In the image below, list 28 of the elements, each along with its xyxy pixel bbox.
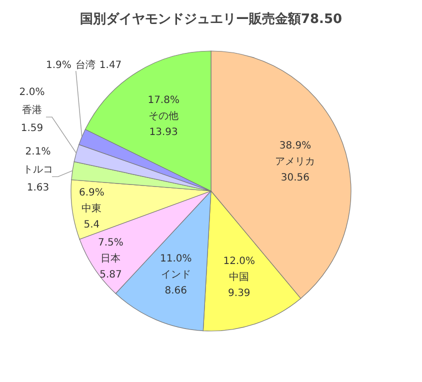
- slice-label: その他: [148, 110, 179, 122]
- slice-label: 台湾: [75, 59, 96, 71]
- slice-label: 中東: [82, 202, 102, 214]
- slice-label: 日本: [100, 252, 121, 265]
- data-label: 5.4: [84, 219, 100, 230]
- slice-label: 中国: [229, 271, 250, 284]
- text: 7.5%: [98, 238, 124, 249]
- slice-label: 香港: [22, 104, 42, 116]
- data-label: 1.47: [99, 60, 122, 71]
- chart-title: 国別ダイヤモンドジュエリー販売金額78.50: [80, 11, 342, 27]
- data-label: 13.93: [149, 126, 178, 138]
- text: 38.9%: [279, 140, 312, 152]
- slice-label: トルコ: [23, 164, 53, 176]
- text: 1.9%: [46, 60, 72, 71]
- slice-label: インド: [160, 269, 191, 280]
- text: 2.1%: [25, 146, 51, 158]
- data-label: 1.59: [20, 123, 44, 134]
- text: 6.9%: [79, 187, 104, 198]
- slice-label: アメリカ: [275, 156, 316, 168]
- text: 12.0%: [223, 256, 256, 268]
- data-label: 8.66: [164, 285, 188, 296]
- data-label: 9.39: [228, 288, 250, 300]
- text: 2.0%: [19, 87, 45, 98]
- data-label: 5.87: [100, 270, 122, 281]
- data-label: 30.56: [280, 172, 310, 184]
- text: 11.0%: [160, 253, 192, 264]
- text: 17.8%: [148, 94, 180, 106]
- data-label: 1.63: [26, 182, 50, 194]
